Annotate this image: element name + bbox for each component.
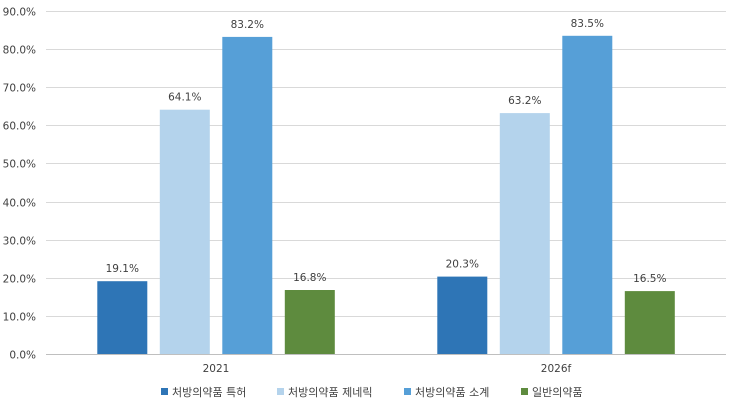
legend-label: 일반의약품 — [532, 385, 583, 399]
gridlines — [46, 11, 726, 355]
bar — [624, 291, 675, 354]
legend-swatch — [277, 388, 284, 395]
bar — [97, 281, 148, 354]
data-label: 16.5% — [633, 273, 666, 285]
bar — [222, 36, 273, 355]
y-tick-label: 10.0% — [3, 312, 36, 324]
data-label: 19.1% — [106, 263, 139, 275]
data-label: 20.3% — [446, 259, 479, 271]
bars — [97, 35, 675, 355]
y-tick-label: 40.0% — [3, 198, 36, 210]
y-tick-label: 70.0% — [3, 83, 36, 95]
x-axis: 2021 2026f — [203, 363, 572, 375]
data-label: 64.1% — [168, 92, 201, 104]
legend-swatch — [404, 388, 411, 395]
y-axis: 0.0% 10.0% 20.0% 30.0% 40.0% 50.0% 60.0% 70.0% 8… — [3, 7, 36, 362]
legend: 처방의약품 특허 처방의약품 제네릭 처방의약품 소계 일반의약품 — [161, 385, 583, 399]
data-label: 63.2% — [508, 95, 541, 107]
y-tick-label: 50.0% — [3, 159, 36, 171]
bar — [284, 290, 335, 354]
legend-label: 처방의약품 제네릭 — [288, 385, 372, 399]
legend-swatch — [521, 388, 528, 395]
y-tick-label: 30.0% — [3, 236, 36, 248]
y-tick-label: 90.0% — [3, 7, 36, 19]
x-tick-label: 2021 — [203, 363, 230, 375]
legend-swatch — [161, 388, 168, 395]
x-tick-label: 2026f — [541, 363, 572, 375]
y-tick-label: 80.0% — [3, 45, 36, 57]
legend-label: 처방의약품 특허 — [172, 385, 246, 399]
data-label: 83.5% — [571, 18, 604, 30]
data-label: 16.8% — [293, 272, 326, 284]
y-tick-label: 60.0% — [3, 121, 36, 133]
bar — [437, 276, 488, 354]
data-labels: 19.1% 64.1% 83.2% 16.8% 20.3% 63.2% 83.5% 16.5% — [106, 18, 667, 285]
legend-label: 처방의약품 소계 — [415, 385, 489, 399]
bar — [562, 35, 613, 355]
y-tick-label: 0.0% — [9, 350, 36, 362]
bar — [499, 113, 550, 354]
data-label: 83.2% — [231, 19, 264, 31]
y-tick-label: 20.0% — [3, 274, 36, 286]
bar — [159, 109, 210, 354]
